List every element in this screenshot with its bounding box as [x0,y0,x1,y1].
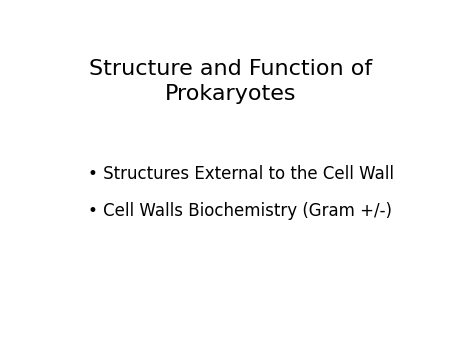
Text: • Cell Walls Biochemistry (Gram +/-): • Cell Walls Biochemistry (Gram +/-) [88,202,392,220]
Text: • Structures External to the Cell Wall: • Structures External to the Cell Wall [88,166,394,184]
Text: Structure and Function of
Prokaryotes: Structure and Function of Prokaryotes [89,59,372,104]
